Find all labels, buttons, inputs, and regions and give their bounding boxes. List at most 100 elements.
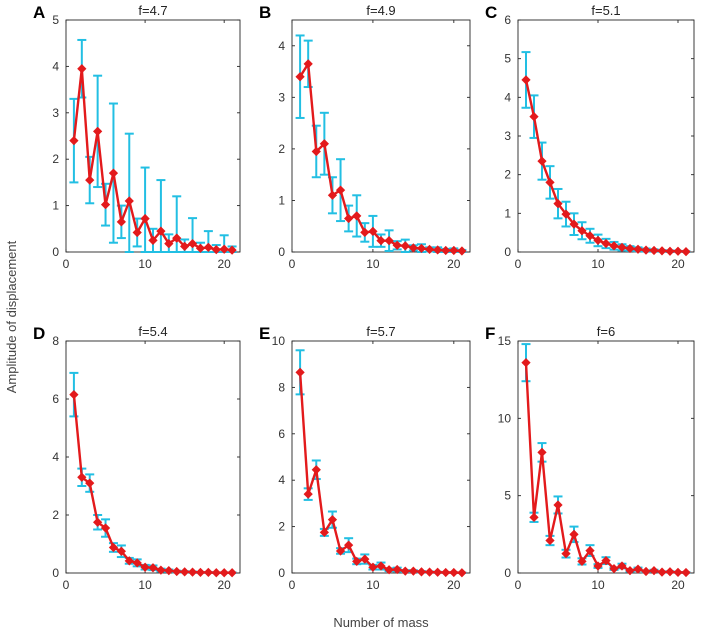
panel-c-x-tick-label: 20	[671, 257, 685, 271]
panel-a-data-point	[124, 196, 134, 206]
panel-e-data-point	[327, 515, 338, 525]
panel-a-data-point	[172, 233, 182, 243]
panel-d-axes-box	[65, 340, 241, 574]
panel-b-x-tick-label: 0	[289, 257, 296, 271]
panel-f-data-point	[529, 512, 539, 522]
panel-b-letter: B	[259, 3, 271, 22]
panel-b-data-point	[384, 236, 394, 246]
panel-a-data-point	[148, 235, 158, 246]
panel-d-data-point	[164, 566, 174, 576]
panel-c-title: f=5.1	[591, 3, 620, 18]
panel-c-data-point	[593, 235, 603, 246]
panel-e-data-point	[384, 565, 394, 575]
panel-a-x-tick-label: 10	[138, 257, 152, 271]
panel-e-data-point	[319, 527, 329, 538]
figure-y-label: Amplitude of displacement	[4, 240, 19, 393]
panel-a-data-point	[187, 239, 198, 249]
panel-f-y-tick-label: 0	[504, 566, 511, 580]
panel-a-data-point	[69, 136, 79, 146]
panel-f-data-point	[657, 567, 667, 577]
panel-e-x-tick-label: 20	[447, 578, 461, 592]
panel-f-data-point	[569, 529, 579, 539]
panel-c-data-point	[569, 219, 579, 229]
panel-c-y-tick-label: 0	[504, 245, 511, 259]
panel-a-y-tick-label: 3	[52, 106, 59, 120]
panel-f-data-point	[545, 535, 555, 546]
panel-e-data-point	[408, 566, 418, 576]
panel-d-data-point	[85, 478, 95, 488]
panel-a-y-tick-label: 0	[52, 245, 59, 259]
panel-a-y-tick-label: 5	[52, 13, 59, 27]
panel-b-data-point	[424, 244, 435, 255]
panel-b-y-tick-label: 4	[278, 39, 285, 53]
panel-d-y-tick-label: 0	[52, 566, 59, 580]
panel-f-x-tick-label: 20	[671, 578, 685, 592]
panel-a-errorbar	[124, 132, 134, 253]
panel-a-errorbar	[172, 195, 182, 253]
panel-b-data-point	[352, 211, 362, 221]
panel-a-y-tick-label: 1	[52, 199, 59, 213]
panel-d-data-point	[219, 568, 229, 578]
panel-a-data-point	[219, 244, 229, 254]
panel-f-data-point	[553, 500, 563, 510]
panel-b-y-tick-label: 1	[278, 193, 285, 207]
panel-d-data-point	[93, 517, 103, 527]
panel-e-data-point	[295, 367, 305, 377]
panel-e-data-point	[424, 567, 435, 577]
panel-d-data-point	[108, 542, 119, 553]
panel-b-data-point	[392, 240, 402, 250]
panel-e-y-tick-label: 6	[278, 427, 285, 441]
panel-c-y-tick-label: 1	[504, 206, 511, 220]
panel-b-data-point	[449, 245, 459, 256]
panel-e-data-point	[392, 564, 402, 575]
panel-c-data-point	[633, 244, 643, 254]
panel-e-y-tick-label: 10	[272, 334, 286, 348]
panel-e-data-point	[303, 489, 313, 499]
panel-d-y-tick-label: 6	[52, 392, 59, 406]
panel-c-data-point	[529, 112, 539, 122]
panel-c-data-point	[617, 242, 627, 252]
panel-a-data-point	[211, 245, 221, 255]
panel-b-axes-box	[291, 19, 471, 253]
panel-d-data-point	[124, 556, 134, 566]
panel-b-data-point	[303, 59, 313, 69]
panel-e-data-point	[433, 567, 443, 577]
panel-c-data-point	[673, 246, 683, 256]
panel-b-data-point	[408, 243, 418, 253]
panel-e-x-tick-label: 0	[289, 578, 296, 592]
panel-e-data-point	[376, 561, 386, 571]
panel-d-y-tick-label: 2	[52, 508, 59, 522]
panel-a-y-tick-label: 4	[52, 59, 59, 73]
panel-a-data-point	[77, 64, 87, 74]
panel-b-y-tick-label: 0	[278, 245, 285, 259]
panel-e-data-point	[400, 566, 410, 576]
panel-a-data-point	[85, 175, 95, 185]
panel-b-x-tick-label: 20	[447, 257, 461, 271]
panel-b-data-point	[295, 72, 305, 82]
panel-d-data-point	[203, 567, 213, 578]
panel-a-data-point	[132, 227, 142, 238]
panel-a-data-point	[203, 242, 213, 252]
panel-b-title: f=4.9	[366, 3, 395, 18]
panel-f-data-point	[681, 567, 691, 578]
panel-f-data-point	[649, 566, 659, 576]
panel-f-data-point	[601, 556, 611, 566]
panel-a-data-point	[227, 245, 237, 255]
panel-f-data-point	[561, 549, 571, 559]
panel-f-data-point	[593, 561, 603, 571]
panel-c-data-point	[657, 246, 667, 256]
panel-c-data-point	[649, 245, 659, 256]
panel-f-x-tick-label: 0	[515, 578, 522, 592]
panel-f-data-point	[641, 566, 651, 577]
panel-a-data-point	[140, 213, 150, 224]
panel-d-y-tick-label: 8	[52, 334, 59, 348]
panel-b-data-point	[344, 213, 354, 224]
panel-a-errorbar	[156, 179, 166, 253]
panel-e-x-tick-label: 10	[366, 578, 380, 592]
panel-b-data-point	[327, 190, 338, 200]
panel-e-data-point	[335, 546, 346, 556]
